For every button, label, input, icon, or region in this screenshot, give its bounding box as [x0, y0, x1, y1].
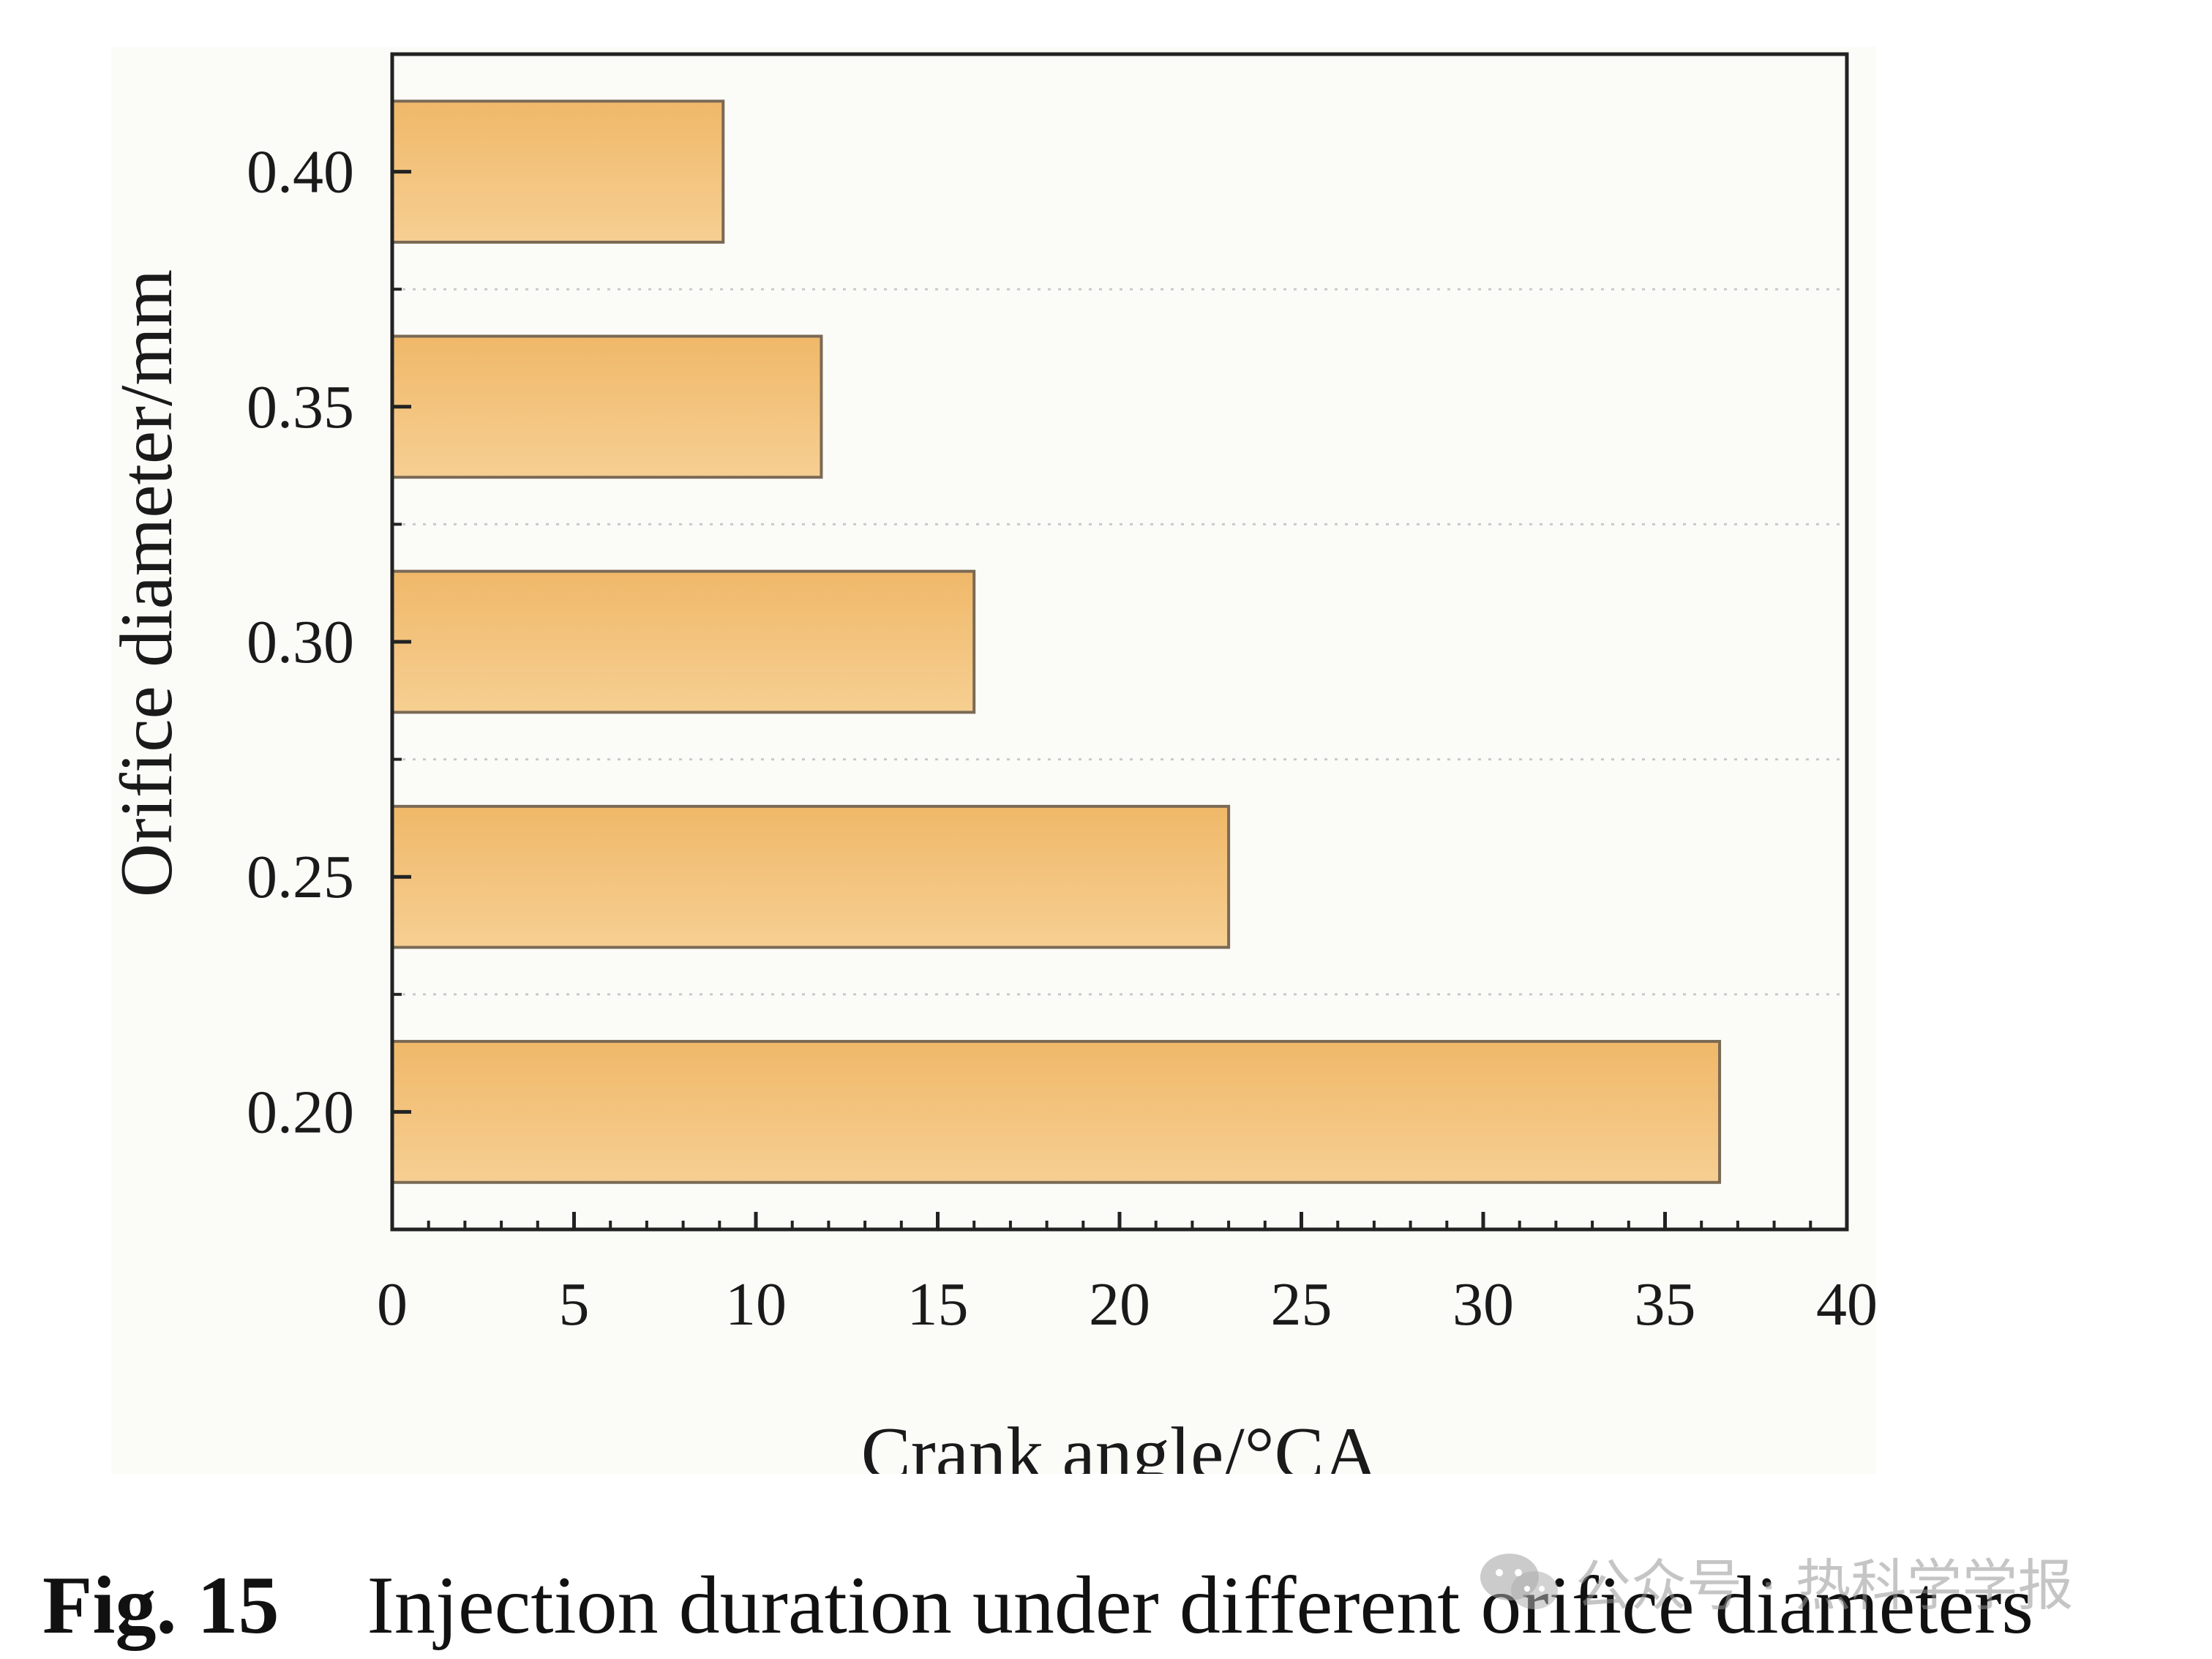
bar-0.25 — [391, 804, 1231, 949]
chart-panel: 0 5 10 15 20 25 30 35 40 0.20 0.25 0.30 0.35 0.40 Cran… — [111, 47, 1876, 1474]
watermark: 公众号 · 热科学学报 — [1474, 1540, 2073, 1621]
x-tick-label: 25 — [1271, 1270, 1332, 1338]
x-tick-label: 35 — [1635, 1270, 1696, 1338]
x-tick-label: 30 — [1452, 1270, 1514, 1338]
y-tick-label: 0.20 — [247, 1078, 354, 1146]
bar-0.35 — [391, 334, 823, 479]
bar-chart: 0 5 10 15 20 25 30 35 40 0.20 0.25 0.30 0.35 0.40 Cran… — [111, 52, 1876, 1474]
caption-label: Fig. 15 — [42, 1560, 280, 1651]
y-tick-label: 0.40 — [247, 138, 354, 206]
figure-caption: Fig. 15 Injection duration under differen… — [42, 1559, 2033, 1653]
caption-text: Injection duration under different orifi… — [367, 1560, 2033, 1651]
x-tick-label: 5 — [559, 1270, 590, 1338]
y-axis-title: Orifice diameter/mm — [111, 269, 188, 897]
y-tick-label: 0.35 — [247, 373, 354, 441]
x-axis-title: Crank angle/°CA — [861, 1412, 1378, 1474]
x-tick-label: 0 — [377, 1270, 408, 1338]
y-tick-label: 0.25 — [247, 843, 354, 911]
wechat-icon — [1480, 1554, 1558, 1609]
y-tick-label: 0.30 — [247, 608, 354, 676]
x-tick-label: 15 — [907, 1270, 969, 1338]
x-tick-label: 20 — [1089, 1270, 1150, 1338]
bar-0.30 — [391, 569, 976, 714]
watermark-text: 公众号 · 热科学学报 — [1575, 1553, 2074, 1618]
x-tick-label: 10 — [725, 1270, 787, 1338]
bar-0.20 — [391, 1040, 1722, 1184]
x-tick-label: 40 — [1816, 1270, 1876, 1338]
bar-0.40 — [391, 100, 725, 244]
